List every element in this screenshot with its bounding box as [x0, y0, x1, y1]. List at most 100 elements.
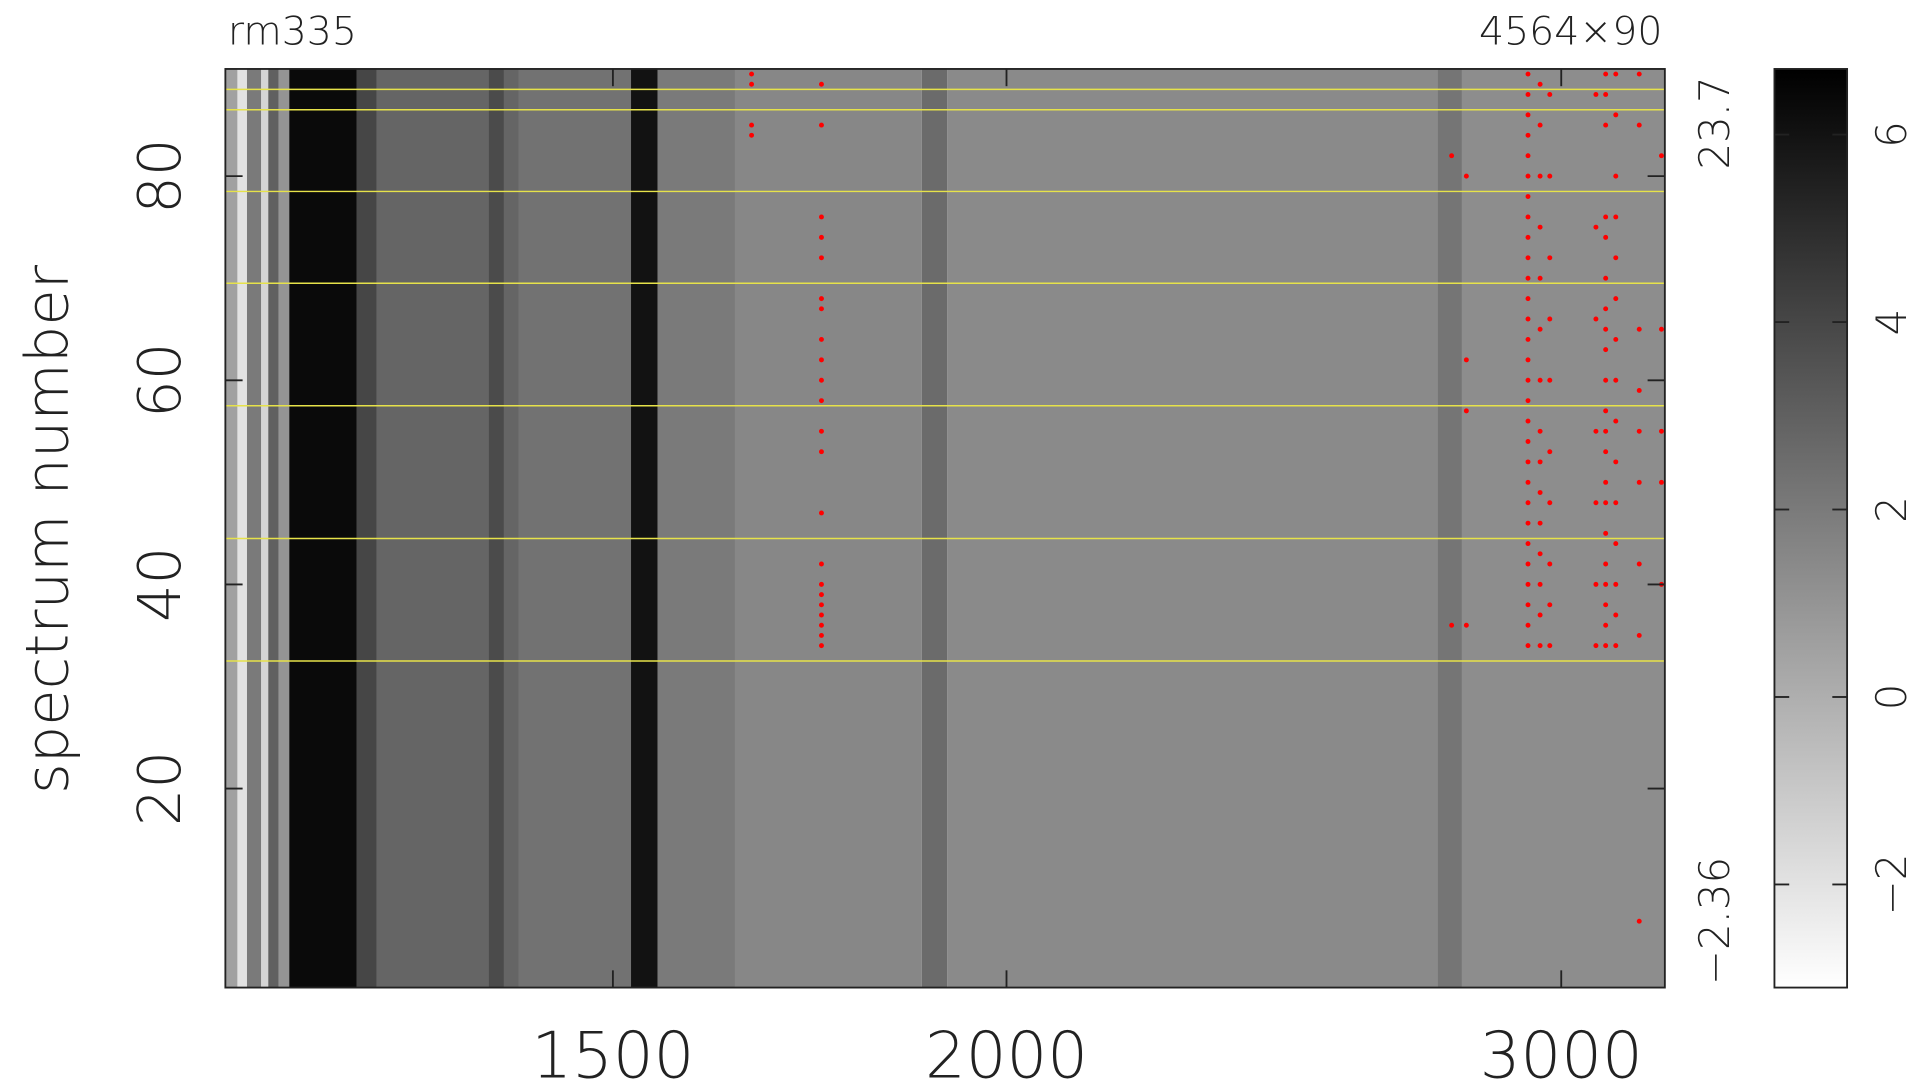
flag-dot: [1613, 112, 1619, 118]
flag-dot: [749, 71, 755, 77]
data-max-label: 23.7: [1690, 76, 1739, 169]
flag-dot: [818, 643, 824, 649]
flag-dot: [1537, 520, 1543, 526]
flag-dot: [1613, 581, 1619, 587]
flag-dot: [1603, 449, 1609, 455]
y-tick-label: 20: [125, 751, 194, 826]
flag-dot: [1525, 296, 1531, 302]
flag-dot: [1537, 173, 1543, 179]
flag-dot: [1525, 153, 1531, 159]
flag-dot: [1525, 194, 1531, 200]
band: [1461, 68, 1665, 988]
flag-dot: [1603, 275, 1609, 281]
flag-dot: [1547, 92, 1553, 97]
y-tick-label: 60: [125, 343, 194, 418]
flag-dot: [1525, 316, 1531, 322]
overlays: [225, 71, 1665, 924]
band: [246, 68, 262, 988]
flag-dot: [1603, 408, 1609, 414]
flag-dot: [1537, 551, 1543, 557]
flag-dot: [1547, 561, 1553, 567]
flag-dot: [1463, 357, 1469, 363]
flag-dot: [1613, 541, 1619, 547]
flag-dot: [1525, 520, 1531, 526]
flag-dot: [1603, 122, 1609, 128]
band: [356, 68, 377, 988]
flag-dot: [1525, 479, 1531, 485]
flag-dot: [1537, 377, 1543, 383]
flag-dot: [1659, 326, 1664, 332]
flag-dot: [818, 510, 824, 516]
band: [268, 68, 279, 988]
flag-dot: [749, 81, 755, 87]
flag-dot: [1613, 459, 1619, 465]
flag-dot: [1603, 377, 1609, 383]
flag-dot: [1613, 612, 1619, 618]
flag-dot: [1603, 71, 1609, 77]
band: [289, 68, 357, 988]
band: [261, 68, 269, 988]
y-tick-label: 40: [125, 547, 194, 622]
flag-dot: [818, 306, 824, 312]
flag-dot: [1537, 326, 1543, 332]
flag-dot: [1593, 581, 1599, 587]
flag-dot: [1603, 479, 1609, 485]
flag-dot: [1525, 214, 1531, 220]
flag-dot: [1525, 459, 1531, 465]
flag-dot: [818, 449, 824, 455]
flag-dot: [1613, 214, 1619, 220]
data-min-label: −2.36: [1690, 857, 1739, 985]
flag-dot: [1636, 632, 1642, 638]
flag-dot: [1537, 81, 1543, 87]
flag-dot: [818, 214, 824, 220]
flag-dot: [1613, 500, 1619, 506]
flag-dot: [1547, 449, 1553, 455]
band: [488, 68, 504, 988]
flag-dot: [1636, 71, 1642, 77]
flag-dot: [1593, 224, 1599, 230]
flag-dot: [1525, 336, 1531, 342]
flag-dot: [1525, 500, 1531, 506]
band: [1437, 68, 1462, 988]
flag-dot: [1593, 643, 1599, 649]
flag-dot: [1636, 561, 1642, 567]
y-axis-label: spectrum number: [13, 264, 82, 794]
colorbar-tick-label: −2: [1867, 854, 1916, 916]
flag-dot: [818, 81, 824, 87]
flag-dot: [1613, 643, 1619, 649]
flag-dot: [1547, 500, 1553, 506]
band: [225, 68, 238, 988]
flag-dot: [1537, 459, 1543, 465]
flag-dot: [818, 592, 824, 598]
flag-dot: [1525, 602, 1531, 608]
flag-dot: [1547, 255, 1553, 261]
flag-dot: [818, 336, 824, 342]
flag-dot: [1659, 153, 1664, 159]
flag-dot: [1603, 234, 1609, 240]
band: [278, 68, 290, 988]
y-tick-label: 80: [125, 139, 194, 214]
flag-dot: [1613, 173, 1619, 179]
flag-dot: [1636, 479, 1642, 485]
flag-dot: [1525, 92, 1531, 97]
band: [734, 68, 922, 988]
flag-dot: [1593, 316, 1599, 322]
flag-dot: [1449, 153, 1455, 159]
flag-dot: [1537, 224, 1543, 230]
flag-dot: [818, 357, 824, 363]
flag-dot: [1603, 500, 1609, 506]
flag-dot: [818, 122, 824, 128]
flag-dot: [1613, 296, 1619, 302]
flag-dot: [1525, 275, 1531, 281]
flag-dot: [818, 377, 824, 383]
flag-dot: [1636, 388, 1642, 393]
flag-dot: [1525, 398, 1531, 404]
flag-dot: [1603, 643, 1609, 649]
flag-dot: [1613, 418, 1619, 424]
x-tick-label: 3000: [1480, 1019, 1643, 1083]
flag-dot: [1525, 112, 1531, 118]
colorbar-tick-label: 4: [1867, 309, 1916, 336]
flag-dot: [1593, 92, 1599, 97]
flag-dot: [1463, 408, 1469, 414]
